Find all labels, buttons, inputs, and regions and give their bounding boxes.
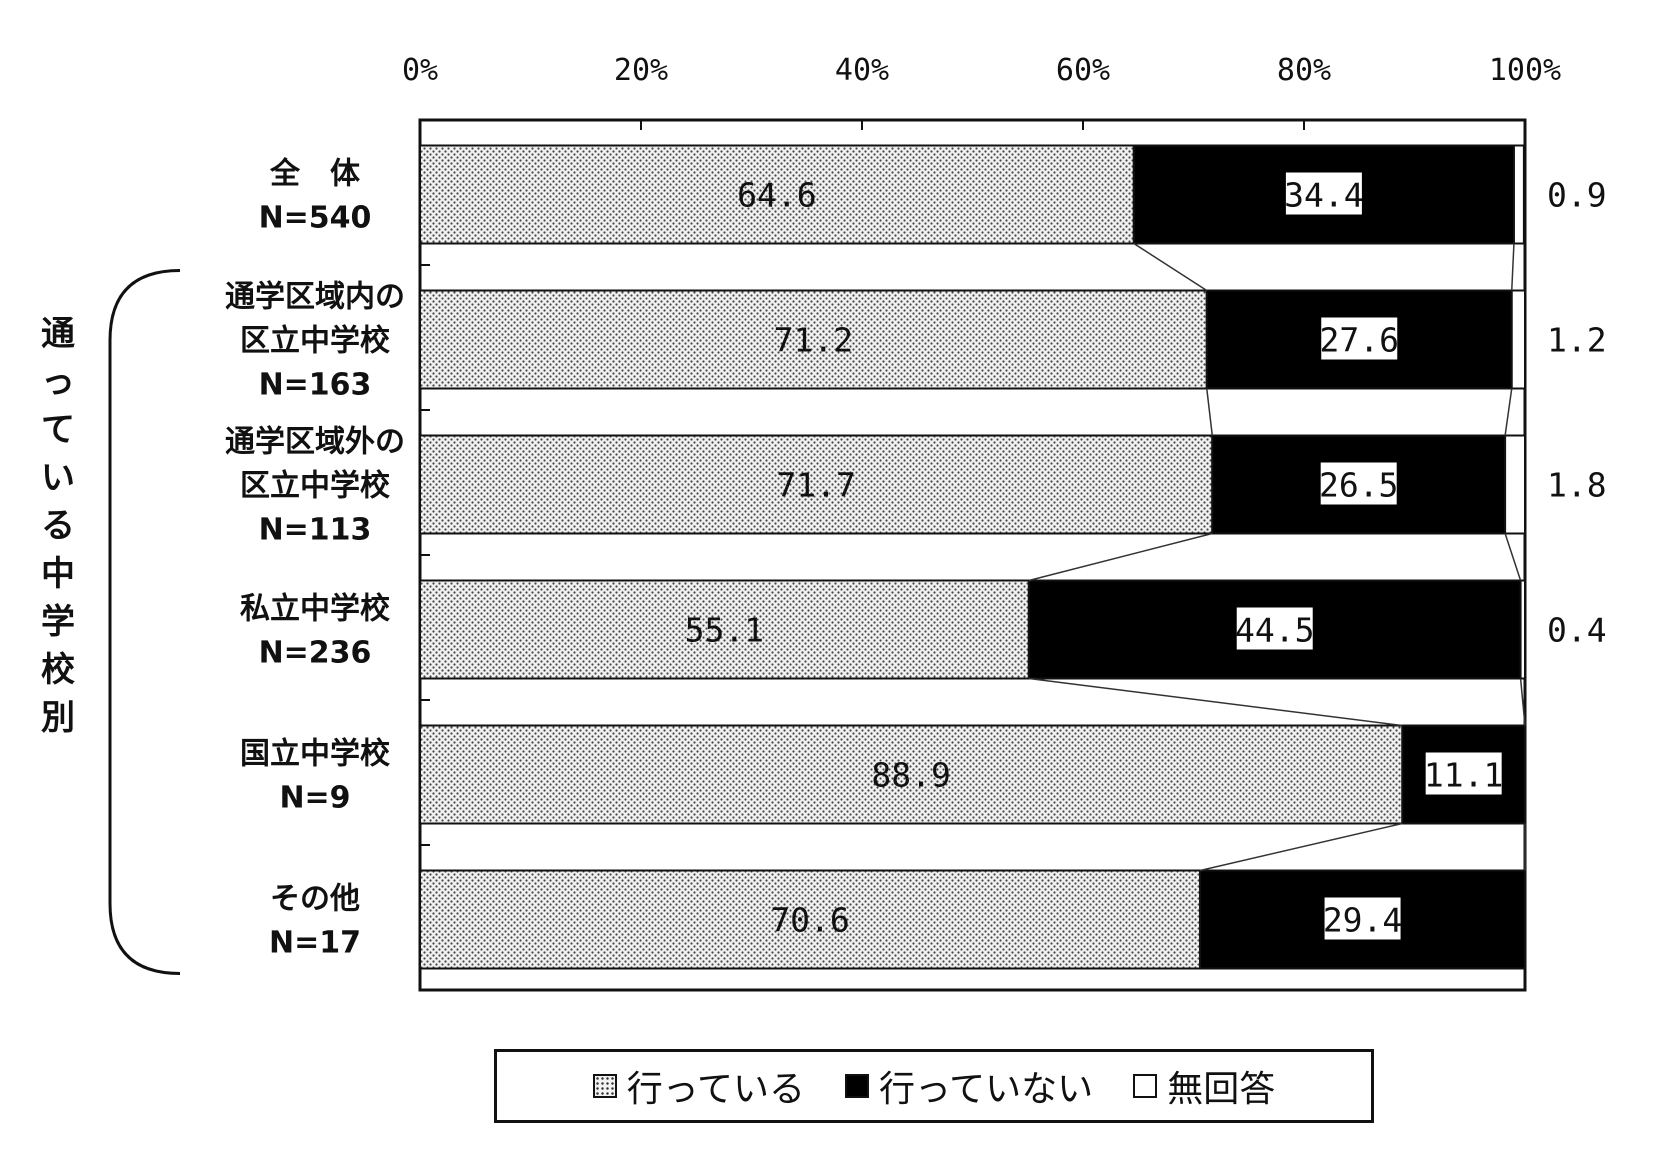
data-label: 70.6: [770, 901, 849, 940]
x-tick-label: 100%: [1489, 53, 1561, 88]
group-bracket: [108, 269, 181, 975]
bar-segment-0: [419, 579, 1030, 680]
category-label: N=9: [279, 781, 350, 816]
connector-line: [1504, 533, 1522, 581]
connector-line: [1028, 532, 1213, 582]
x-tick-label: 80%: [1277, 53, 1331, 88]
data-label: 34.4: [1284, 176, 1363, 215]
data-label: 88.9: [871, 756, 950, 795]
data-label-bg: [1321, 317, 1398, 360]
legend-label-doing: 行っている: [626, 1069, 805, 1110]
bar-segment-1: [1027, 579, 1522, 680]
data-label: 44.5: [1235, 611, 1314, 650]
category-label: N=113: [259, 513, 372, 548]
data-label-bg: [1236, 607, 1313, 650]
bar-segment-2: [1504, 434, 1526, 535]
no-answer-label: 0.4: [1547, 611, 1607, 650]
group-label-char: る: [41, 506, 75, 546]
group-label-char: 別: [41, 698, 75, 738]
category-label: N=17: [269, 926, 361, 961]
connector-line: [1510, 243, 1515, 291]
group-label-char: い: [41, 458, 75, 498]
category-label: 区立中学校: [240, 324, 390, 359]
connector-line: [1206, 388, 1214, 436]
legend-swatch-black: [844, 1074, 869, 1098]
connector-line: [1133, 242, 1208, 292]
x-tick-label: 20%: [614, 53, 668, 88]
legend: 行っている 行っていない 無回答: [494, 1049, 1374, 1123]
legend-item-doing: 行っている: [592, 1060, 805, 1112]
category-label: N=163: [259, 368, 372, 403]
category-label: 国立中学校: [240, 737, 390, 772]
no-answer-label: 1.8: [1547, 466, 1607, 505]
x-tick-label: 60%: [1056, 53, 1110, 88]
legend-swatch-dotted: [592, 1074, 617, 1098]
group-label-char: 通: [41, 314, 75, 354]
data-label: 27.6: [1320, 321, 1399, 360]
bar-segment-0: [419, 144, 1135, 245]
x-tick-label: 0%: [402, 53, 438, 88]
data-label: 26.5: [1319, 466, 1398, 505]
no-answer-label: 1.2: [1547, 321, 1607, 360]
legend-swatch-white: [1133, 1074, 1158, 1098]
bar-segment-0: [419, 869, 1202, 970]
group-label-char: っ: [41, 362, 75, 402]
data-label: 55.1: [685, 611, 764, 650]
connector-line: [1199, 822, 1403, 872]
category-label: N=540: [259, 201, 372, 236]
x-tick-label: 40%: [835, 53, 889, 88]
category-label: N=236: [259, 636, 372, 671]
category-label: 全 体: [269, 157, 361, 192]
bar-segment-2: [1512, 144, 1525, 245]
group-label-char: 学: [41, 602, 75, 642]
category-label: 私立中学校: [240, 592, 390, 627]
data-label: 29.4: [1323, 901, 1402, 940]
data-label-bg: [1285, 172, 1362, 215]
data-label-bg: [1320, 462, 1397, 505]
data-label-bg: [1425, 752, 1502, 795]
data-label: 71.2: [774, 321, 853, 360]
group-label-char: て: [41, 410, 75, 450]
category-label: 区立中学校: [240, 469, 390, 504]
bar-segment-2: [1510, 289, 1526, 390]
bar-segment-0: [419, 724, 1404, 825]
bar-segment-1: [1199, 869, 1526, 970]
group-label-char: 中: [41, 554, 75, 594]
legend-item-no-answer: 無回答: [1133, 1060, 1275, 1112]
no-answer-label: 0.9: [1547, 176, 1607, 215]
category-label: その他: [270, 882, 360, 917]
legend-label-not-doing: 行っていない: [878, 1069, 1094, 1110]
legend-label-no-answer: 無回答: [1167, 1069, 1276, 1110]
bar-segment-0: [419, 434, 1214, 535]
data-label-bg: [1324, 897, 1401, 940]
connector-line: [1504, 388, 1513, 436]
category-label: 通学区域外の: [225, 425, 405, 460]
data-label: 11.1: [1424, 756, 1503, 795]
bar-segment-0: [419, 289, 1208, 390]
data-label: 64.6: [737, 176, 816, 215]
connector-line: [1519, 678, 1526, 726]
data-label: 71.7: [776, 466, 855, 505]
plot-frame: [418, 118, 1527, 992]
legend-item-not-doing: 行っていない: [844, 1060, 1094, 1112]
group-label-char: 校: [41, 650, 75, 690]
connector-line: [1028, 677, 1403, 727]
category-label: 通学区域内の: [225, 280, 405, 315]
bar-segment-2: [1519, 579, 1526, 680]
